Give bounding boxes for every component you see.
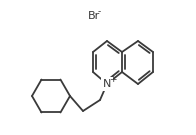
Text: Br: Br	[88, 11, 100, 21]
Text: -: -	[98, 8, 101, 16]
Text: +: +	[109, 75, 117, 84]
Text: N: N	[103, 79, 111, 89]
